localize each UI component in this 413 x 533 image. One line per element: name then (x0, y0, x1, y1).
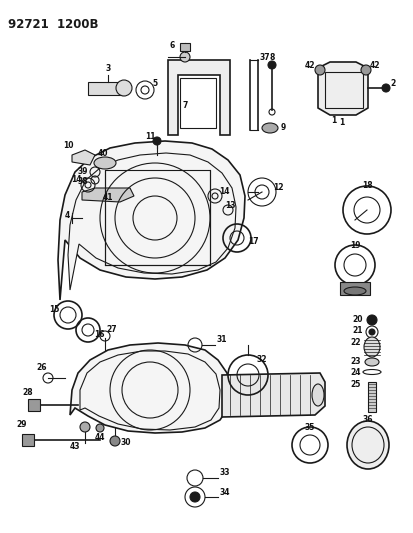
Polygon shape (82, 188, 134, 202)
Circle shape (80, 422, 90, 432)
Circle shape (366, 315, 376, 325)
Polygon shape (72, 150, 95, 165)
Circle shape (314, 65, 324, 75)
Text: 23: 23 (350, 358, 361, 367)
Text: 19: 19 (349, 240, 359, 249)
Circle shape (381, 84, 389, 92)
Text: 13: 13 (224, 200, 235, 209)
Circle shape (153, 137, 161, 145)
Text: 29: 29 (17, 421, 27, 430)
Circle shape (368, 329, 374, 335)
Text: 21: 21 (352, 327, 362, 335)
Bar (28, 399, 40, 411)
Polygon shape (80, 351, 219, 430)
Text: 14: 14 (71, 174, 81, 183)
Ellipse shape (94, 157, 116, 169)
Polygon shape (58, 141, 244, 300)
Text: 9: 9 (280, 123, 285, 132)
Circle shape (267, 61, 275, 69)
Ellipse shape (364, 358, 378, 366)
Text: 42: 42 (304, 61, 314, 69)
Polygon shape (221, 373, 324, 417)
Text: 33: 33 (219, 469, 230, 478)
Text: 39: 39 (78, 167, 88, 176)
Circle shape (190, 492, 199, 502)
Text: 7: 7 (182, 101, 187, 109)
Text: 4: 4 (64, 211, 69, 220)
Text: 37: 37 (259, 52, 270, 61)
Circle shape (360, 65, 370, 75)
Text: 28: 28 (23, 389, 33, 398)
Ellipse shape (363, 337, 379, 357)
Text: 14: 14 (218, 187, 229, 196)
Text: 41: 41 (102, 192, 113, 201)
Bar (180, 78, 216, 128)
Text: 42: 42 (369, 61, 379, 69)
Text: 11: 11 (145, 132, 155, 141)
Text: 18: 18 (361, 181, 371, 190)
Ellipse shape (261, 123, 277, 133)
Bar (180, 43, 190, 51)
Text: 92721  1200B: 92721 1200B (8, 18, 98, 31)
Polygon shape (168, 60, 230, 135)
Ellipse shape (311, 384, 323, 406)
Text: 10: 10 (63, 141, 73, 149)
Text: 24: 24 (350, 368, 361, 377)
Text: 35: 35 (304, 424, 314, 432)
Text: 31: 31 (216, 335, 227, 344)
Text: 25: 25 (350, 381, 360, 390)
Bar (22, 434, 34, 446)
Ellipse shape (343, 287, 365, 295)
Text: 30: 30 (121, 439, 131, 448)
Text: 15: 15 (49, 305, 59, 314)
Text: 22: 22 (350, 338, 361, 348)
Bar (367, 382, 375, 412)
Text: 26: 26 (37, 364, 47, 373)
Text: 8: 8 (269, 52, 274, 61)
Text: 12: 12 (272, 183, 282, 192)
Text: 5: 5 (152, 78, 157, 87)
Text: 20: 20 (352, 314, 362, 324)
Bar (88, 82, 124, 95)
Text: 38: 38 (78, 177, 88, 187)
Polygon shape (317, 62, 367, 115)
Circle shape (110, 436, 120, 446)
Text: 16: 16 (93, 330, 104, 340)
Text: 40: 40 (97, 149, 108, 157)
Circle shape (180, 52, 190, 62)
Polygon shape (70, 343, 228, 433)
Polygon shape (68, 153, 235, 290)
Text: 2: 2 (389, 78, 395, 87)
Bar (324, 72, 362, 108)
Ellipse shape (346, 421, 388, 469)
Text: 6: 6 (169, 41, 174, 50)
Circle shape (116, 80, 132, 96)
Text: 44: 44 (95, 433, 105, 442)
Text: 1: 1 (330, 116, 336, 125)
Bar (105, 170, 209, 265)
Text: 3: 3 (105, 63, 110, 72)
Text: 34: 34 (219, 489, 230, 497)
Text: 32: 32 (256, 356, 267, 365)
Bar (339, 282, 369, 295)
Circle shape (96, 424, 104, 432)
Text: 1: 1 (339, 117, 344, 126)
Text: 36: 36 (362, 416, 373, 424)
Text: 43: 43 (69, 442, 80, 451)
Text: 27: 27 (107, 326, 117, 335)
Text: 17: 17 (247, 238, 258, 246)
